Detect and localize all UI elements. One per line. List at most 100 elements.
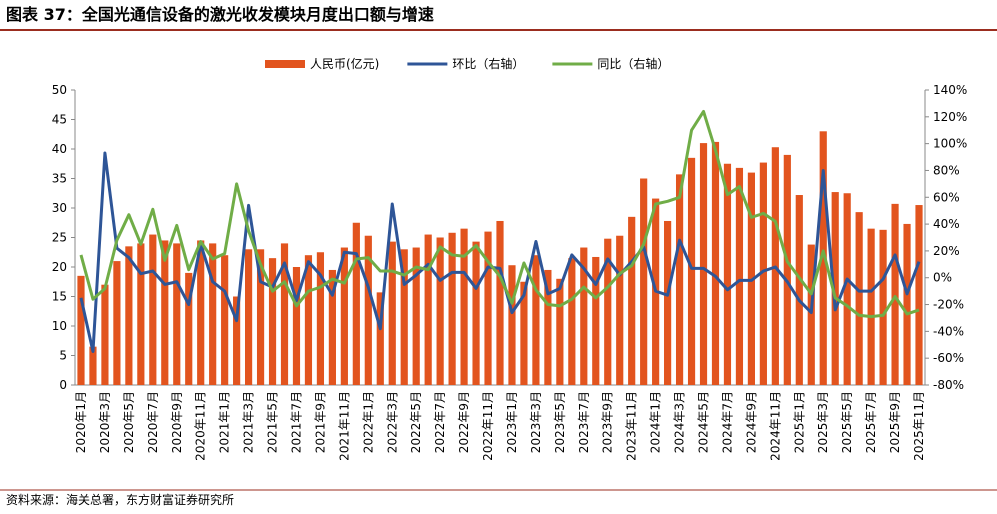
bar — [340, 247, 348, 385]
x-tick-label: 2020年9月 — [170, 391, 184, 453]
x-tick-label: 2021年1月 — [218, 391, 232, 453]
bar — [233, 296, 241, 385]
legend-label: 环比（右轴） — [452, 56, 524, 71]
y2-tick-label: -80% — [933, 378, 964, 392]
y-tick-label: 30 — [52, 201, 67, 215]
bar — [328, 269, 336, 385]
bar — [604, 238, 612, 385]
bar — [400, 249, 408, 385]
y2-tick-label: 20% — [933, 244, 960, 258]
x-tick-label: 2022年3月 — [385, 391, 399, 453]
y-tick-label: 15 — [52, 290, 67, 304]
x-tick-label: 2021年9月 — [313, 391, 327, 453]
x-tick-label: 2023年1月 — [505, 391, 519, 453]
x-tick-label: 2025年1月 — [792, 391, 806, 453]
bar — [520, 281, 528, 385]
bar — [532, 255, 540, 385]
x-tick-label: 2022年7月 — [433, 391, 447, 453]
bar — [388, 241, 396, 385]
bar — [831, 192, 839, 385]
y-tick-label: 40 — [52, 142, 67, 156]
bar — [472, 241, 480, 385]
x-tick-label: 2021年3月 — [242, 391, 256, 453]
bar — [795, 195, 803, 385]
x-tick-label: 2024年5月 — [697, 391, 711, 453]
bar — [664, 220, 672, 385]
x-tick-label: 2022年11月 — [481, 391, 495, 461]
x-tick-label: 2023年9月 — [601, 391, 615, 453]
x-tick-label: 2024年9月 — [744, 391, 758, 453]
bar — [580, 247, 588, 385]
x-tick-label: 2025年9月 — [888, 391, 902, 453]
bar — [879, 229, 887, 385]
y2-tick-label: -40% — [933, 324, 964, 338]
bar — [640, 178, 648, 385]
x-tick-label: 2024年7月 — [720, 391, 734, 453]
x-tick-label: 2023年5月 — [553, 391, 567, 453]
bar — [711, 141, 720, 385]
x-tick-label: 2022年1月 — [361, 391, 375, 453]
bar — [77, 275, 85, 385]
chart-title: 图表 37：全国光通信设备的激光收发模块月度出口额与增速 — [6, 5, 434, 24]
bar — [448, 232, 456, 385]
bar — [783, 154, 791, 385]
bar — [843, 193, 851, 385]
bar — [101, 284, 109, 385]
y-tick-label: 20 — [52, 260, 67, 274]
y-tick-label: 35 — [52, 172, 67, 186]
legend-label: 同比（右轴） — [597, 56, 669, 71]
bar — [292, 267, 301, 385]
bar — [424, 234, 432, 385]
bar — [723, 163, 732, 385]
y2-tick-label: 40% — [933, 217, 960, 231]
bar — [568, 258, 576, 385]
bar — [197, 240, 205, 385]
line — [79, 151, 921, 353]
y2-tick-label: 140% — [933, 83, 967, 97]
bar — [616, 235, 624, 385]
x-tick-label: 2024年11月 — [768, 391, 782, 461]
bar — [891, 203, 899, 385]
bar — [412, 247, 420, 385]
x-tick-label: 2024年1月 — [649, 391, 663, 453]
bar — [221, 255, 229, 385]
bar — [89, 346, 97, 385]
y2-tick-label: 80% — [933, 163, 960, 177]
x-tick-label: 2020年3月 — [98, 391, 112, 453]
bar — [185, 272, 193, 385]
x-tick-label: 2020年11月 — [194, 391, 208, 461]
y2-tick-label: -20% — [933, 298, 964, 312]
x-tick-label: 2023年3月 — [529, 391, 543, 453]
bar — [592, 256, 600, 385]
x-tick-label: 2021年11月 — [337, 391, 351, 461]
y-tick-label: 10 — [52, 319, 67, 333]
bar — [687, 157, 696, 385]
x-tick-label: 2021年7月 — [289, 391, 303, 453]
bar — [304, 255, 313, 385]
legend-swatch — [265, 60, 305, 68]
y-tick-label: 45 — [52, 113, 67, 127]
bar — [161, 240, 169, 385]
x-tick-label: 2022年5月 — [409, 391, 423, 453]
source: 资料来源：海关总署，东方财富证券研究所 — [6, 492, 234, 507]
bar — [364, 235, 372, 385]
x-tick-label: 2021年5月 — [266, 391, 280, 453]
y2-tick-label: 120% — [933, 110, 967, 124]
bar — [699, 143, 708, 385]
x-tick-label: 2020年7月 — [146, 391, 160, 453]
bar — [903, 223, 911, 385]
bar — [316, 252, 325, 385]
x-tick-label: 2025年3月 — [816, 391, 830, 453]
bar — [484, 231, 492, 385]
legend-label: 人民币(亿元) — [310, 56, 379, 71]
y2-tick-label: -60% — [933, 351, 964, 365]
bar — [915, 205, 923, 385]
bar — [173, 243, 181, 385]
bar — [209, 243, 217, 385]
bar — [436, 237, 444, 385]
bar — [280, 243, 289, 385]
x-tick-label: 2025年5月 — [840, 391, 854, 453]
x-tick-label: 2024年3月 — [673, 391, 687, 453]
y2-tick-label: 100% — [933, 137, 967, 151]
